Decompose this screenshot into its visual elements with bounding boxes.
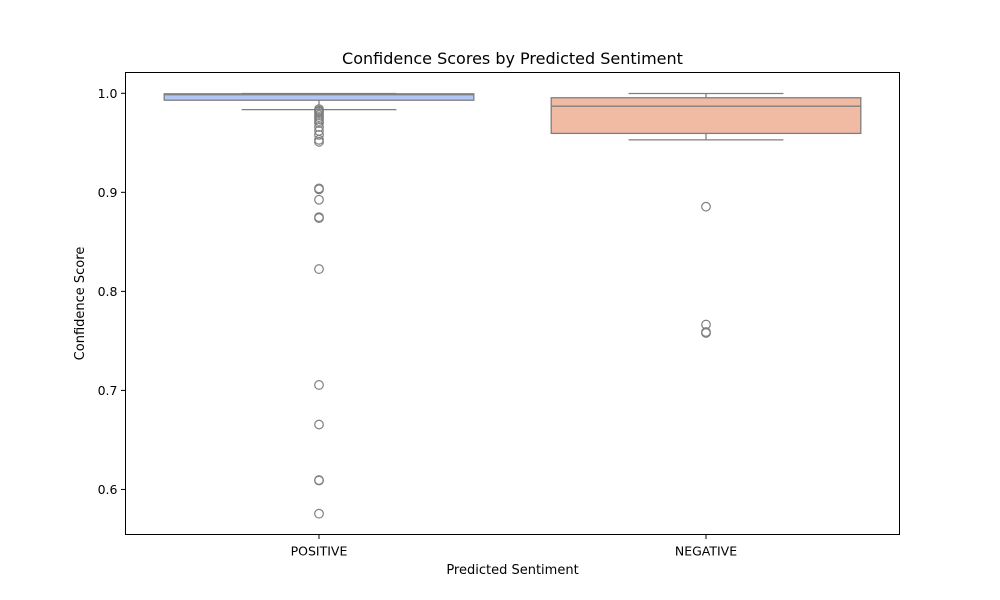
positive-outlier-point bbox=[314, 264, 324, 274]
positive-box bbox=[163, 93, 475, 101]
positive-outlier-point bbox=[314, 508, 324, 519]
plot-area: 0.6 0.7 0.8 0.9 1.0 POSITIVE NEGATIVE bbox=[98, 86, 862, 559]
positive-outlier-point bbox=[314, 380, 324, 390]
plot-frame bbox=[125, 72, 900, 535]
positive-outlier-point bbox=[314, 419, 324, 430]
x-axis-label: Predicted Sentiment bbox=[446, 563, 578, 578]
positive-outlier-point bbox=[314, 129, 324, 140]
positive-outlier-point bbox=[314, 134, 324, 145]
chart-title: Confidence Scores by Predicted Sentiment bbox=[342, 49, 683, 68]
positive-outlier-point bbox=[314, 194, 324, 205]
y-tick-label: 0.7 bbox=[98, 383, 118, 398]
negative-box bbox=[550, 97, 862, 135]
negative-outlier-point bbox=[701, 328, 711, 338]
y-tick-label: 0.9 bbox=[98, 185, 118, 200]
positive-outlier-point bbox=[314, 475, 324, 486]
positive-outlier-point bbox=[314, 213, 324, 223]
x-tick-label: NEGATIVE bbox=[675, 544, 737, 559]
negative-outlier-point bbox=[701, 201, 711, 212]
x-tick-label: POSITIVE bbox=[291, 544, 348, 559]
positive-outlier-point bbox=[314, 184, 324, 195]
positive-outlier-point bbox=[314, 118, 324, 128]
positive-outlier-point bbox=[314, 136, 324, 147]
y-tick-label: 0.6 bbox=[98, 482, 118, 497]
y-axis-label: Confidence Score bbox=[73, 247, 88, 361]
y-tick-label: 0.8 bbox=[98, 284, 118, 299]
positive-outlier-point bbox=[314, 122, 324, 132]
y-tick-label: 1.0 bbox=[98, 86, 118, 101]
